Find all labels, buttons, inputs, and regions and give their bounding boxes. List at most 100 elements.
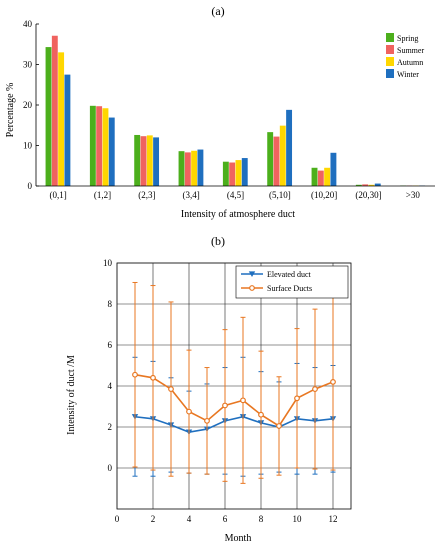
bar-summer (140, 136, 147, 186)
point-surface-ducts (258, 411, 264, 418)
legend-swatch-spring (386, 33, 394, 42)
x-tick-label: (20,30] (355, 190, 381, 200)
bar-summer (317, 170, 324, 186)
legend-label-surface-ducts: Surface Ducts (267, 284, 312, 293)
bar-winter (153, 137, 160, 186)
bar-spring (267, 132, 274, 186)
bar-autumn (191, 150, 198, 186)
bar-winter (64, 74, 71, 186)
legend-box (235, 265, 349, 299)
legend-swatch-summer (386, 45, 394, 54)
bar-winter (108, 117, 115, 186)
bar-autumn (368, 184, 375, 186)
bar-summer (96, 106, 103, 186)
line-legend: Elevated duct Surface Ducts (235, 265, 349, 299)
legend-label-summer: Summer (397, 46, 424, 55)
bar-spring (89, 105, 96, 186)
bar-spring (222, 161, 229, 186)
y-tick-label: 0 (108, 463, 113, 473)
bar-autumn (102, 108, 109, 186)
x-tick-label: (10,20] (311, 190, 337, 200)
y-tick-label: 2 (108, 422, 113, 432)
y-tick-label: 10 (103, 258, 113, 268)
bar-legend: Spring Summer Autumn Winter (386, 33, 424, 79)
y-tick-label: 0 (28, 181, 33, 191)
x-tick-label: 0 (115, 514, 120, 524)
point-surface-ducts (222, 402, 228, 409)
point-surface-ducts (312, 386, 318, 392)
bar-chart-panel: (a) (0,1] (1,2] (2,3] (3,4] (4,5] (5,10] (10,2… (5, 4, 435, 220)
y-tick-label: 10 (23, 141, 33, 151)
y-tick-label: 40 (23, 19, 33, 29)
bar-spring (134, 134, 141, 186)
point-surface-ducts (204, 417, 210, 424)
legend-swatch-autumn (386, 57, 394, 66)
point-surface-ducts (186, 408, 192, 415)
legend-label-winter: Winter (397, 70, 419, 79)
x-tick-label: (5,10] (269, 190, 291, 200)
point-surface-ducts (150, 374, 156, 381)
legend-swatch-winter (386, 69, 394, 78)
point-surface-ducts (294, 395, 300, 402)
bar-spring (45, 47, 52, 187)
x-tick-label: >30 (406, 190, 421, 200)
legend-label-autumn: Autumn (397, 58, 423, 67)
line-series-group (131, 281, 337, 484)
line-surface-ducts (134, 373, 334, 428)
point-surface-ducts (276, 423, 282, 429)
bar-spring (178, 151, 185, 186)
line-grid (116, 262, 352, 510)
line-chart-panel: (b) 0 2 4 6 8 10 12 0 2 4 6 8 10 Elevated duct Surfac… (66, 234, 352, 544)
x-tick-label: 4 (187, 514, 192, 524)
bar-summer (51, 35, 58, 187)
point-surface-ducts (132, 371, 138, 378)
bar-summer (184, 152, 191, 186)
bar-winter (330, 152, 337, 186)
panel-b-title: (b) (211, 234, 225, 248)
bar-autumn (146, 135, 153, 186)
y-tick-label: 8 (108, 299, 113, 309)
bar-autumn (58, 52, 65, 186)
bar-autumn (324, 167, 331, 186)
bar-spring (355, 184, 362, 186)
bar-summer (229, 162, 236, 186)
bar-autumn (279, 125, 286, 186)
x-tick-label: (1,2] (94, 190, 111, 200)
line-x-axis-label: Month (225, 533, 252, 544)
x-tick-label: (3,4] (183, 190, 200, 200)
legend-label-elevated-duct: Elevated duct (267, 270, 312, 279)
bar-winter (286, 109, 293, 186)
line-elevated-duct (134, 415, 334, 433)
bar-y-axis-label: Percentage % (5, 83, 16, 138)
bar-winter (197, 149, 204, 186)
x-tick-label: 12 (329, 514, 338, 524)
panel-a-title: (a) (211, 4, 224, 18)
bar-x-axis-label: Intensity of atmosphere duct (181, 209, 295, 220)
bar-spring (311, 167, 318, 186)
y-tick-label: 20 (23, 100, 33, 110)
bar-winter (374, 183, 381, 186)
y-tick-label: 6 (108, 340, 113, 350)
bar-summer (273, 136, 280, 186)
bar-group (45, 35, 426, 187)
x-tick-label: 10 (293, 514, 303, 524)
y-tick-label: 30 (23, 60, 33, 70)
x-tick-label: 8 (259, 514, 264, 524)
bar-autumn (235, 160, 242, 186)
point-surface-ducts (168, 386, 174, 392)
y-tick-label: 4 (108, 381, 113, 391)
point-surface-ducts (330, 379, 336, 385)
bar-axes: (0,1] (1,2] (2,3] (3,4] (4,5] (5,10] (10,20] (2… (23, 19, 435, 200)
x-tick-label: (4,5] (227, 190, 244, 200)
legend-label-spring: Spring (397, 34, 418, 43)
legend-marker-elevated-duct (248, 271, 256, 277)
x-tick-label: (0,1] (50, 190, 67, 200)
bar-winter (241, 158, 248, 186)
line-y-axis-label: Intensity of duct /M (66, 355, 77, 435)
line-axes: 0 2 4 6 8 10 12 0 2 4 6 8 10 (103, 258, 338, 524)
bar-summer (362, 184, 369, 186)
x-tick-label: 2 (151, 514, 156, 524)
x-tick-label: (2,3] (138, 190, 155, 200)
point-surface-ducts (240, 397, 246, 404)
